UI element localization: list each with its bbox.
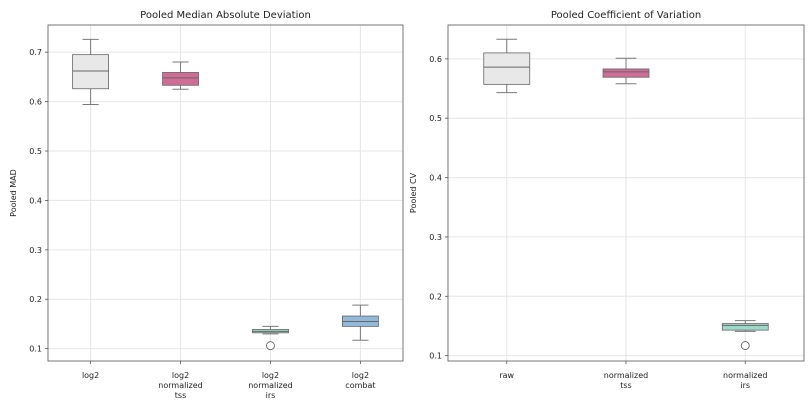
box-3 <box>341 304 379 341</box>
y-tick-label: 0.3 <box>29 246 42 255</box>
y-tick-label: 0.5 <box>29 147 42 156</box>
box-1 <box>162 61 199 90</box>
box-2 <box>252 325 289 351</box>
y-axis-label: Pooled MAD <box>9 169 18 217</box>
iqr-box <box>721 323 769 331</box>
y-axis-label: Pooled CV <box>409 172 418 213</box>
box-2 <box>721 320 769 350</box>
x-tick-label: normalized <box>248 381 292 390</box>
x-tick-label: normalized <box>604 371 648 380</box>
x-tick-label: normalized <box>723 371 767 380</box>
x-tick-label: normalized <box>158 381 202 390</box>
box-1 <box>602 57 650 85</box>
y-tick-label: 0.7 <box>29 48 42 57</box>
x-tick-label: irs <box>266 391 276 400</box>
chart-title: Pooled Coefficient of Variation <box>551 10 701 21</box>
y-tick-label: 0.3 <box>429 233 442 242</box>
x-tick-label: log2 <box>262 371 279 380</box>
x-tick-label: log2 <box>352 371 369 380</box>
x-tick-label: combat <box>345 381 375 390</box>
box-0 <box>483 38 531 94</box>
iqr-box <box>483 52 531 85</box>
y-tick-label: 0.5 <box>429 114 442 123</box>
x-tick-label: log2 <box>172 371 189 380</box>
x-tick-label: log2 <box>82 371 99 380</box>
y-tick-label: 0.4 <box>29 196 42 205</box>
y-tick-label: 0.1 <box>429 352 442 361</box>
iqr-box <box>162 72 199 86</box>
y-tick-label: 0.1 <box>29 345 42 354</box>
x-tick-label: tss <box>620 381 631 390</box>
box-0 <box>72 38 109 106</box>
y-tick-label: 0.6 <box>429 55 442 64</box>
axes-frame <box>47 24 404 362</box>
y-tick-label: 0.4 <box>429 174 442 183</box>
iqr-box <box>72 54 109 90</box>
iqr-box <box>602 68 650 78</box>
x-tick-label: raw <box>499 371 514 380</box>
y-tick-label: 0.2 <box>29 295 42 304</box>
chart-title: Pooled Median Absolute Deviation <box>140 10 311 21</box>
x-tick-label: tss <box>175 391 186 400</box>
outlier-point <box>740 341 750 350</box>
outlier-point <box>266 341 275 351</box>
y-tick-label: 0.6 <box>29 98 42 107</box>
y-tick-label: 0.2 <box>429 292 442 301</box>
x-tick-label: irs <box>740 381 750 390</box>
